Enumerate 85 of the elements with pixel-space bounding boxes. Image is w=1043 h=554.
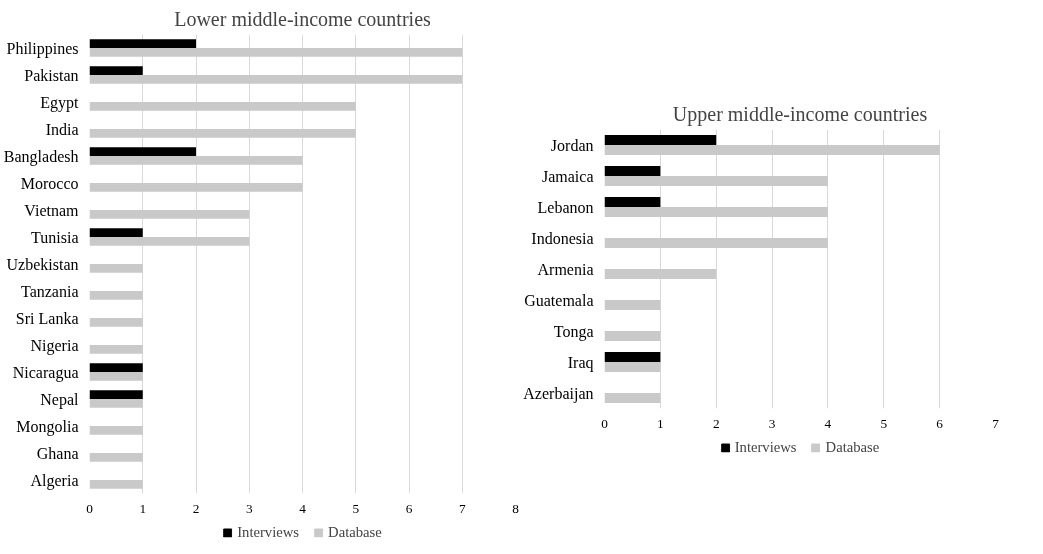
bar	[89, 480, 143, 489]
y-tick-label: Tonga	[553, 322, 594, 341]
y-tick-label: India	[45, 120, 79, 138]
bar	[604, 207, 828, 217]
y-tick-label: Sri Lanka	[15, 309, 79, 327]
x-tick-label: 3	[245, 500, 253, 516]
x-tick-label: 1	[139, 500, 147, 516]
bar	[89, 228, 143, 237]
y-tick-label: Tanzania	[20, 282, 79, 300]
bar	[89, 318, 143, 327]
y-tick-label: Indonesia	[531, 229, 594, 247]
y-tick-label: Azerbaijan	[523, 384, 594, 403]
y-tick-label: Bangladesh	[3, 147, 79, 166]
bar	[604, 300, 661, 310]
y-tick-label: Algeria	[30, 471, 79, 490]
x-tick-label: 1	[657, 415, 664, 431]
bar	[89, 48, 463, 57]
x-tick-label: 0	[86, 500, 94, 516]
x-tick-label: 5	[880, 415, 888, 431]
bar	[89, 102, 356, 111]
bar	[604, 269, 717, 279]
bar	[604, 197, 661, 207]
bar	[604, 166, 661, 176]
x-tick-label: 7	[458, 500, 466, 516]
bar	[89, 291, 143, 300]
bar	[89, 453, 143, 462]
y-tick-label: Nigeria	[30, 336, 79, 355]
x-tick-label: 6	[405, 500, 413, 516]
bar	[89, 156, 303, 165]
bar	[89, 129, 356, 138]
bar	[604, 393, 661, 403]
x-tick-label: 6	[936, 415, 944, 431]
y-tick-label: Nepal	[40, 390, 80, 409]
legend-label: Database	[825, 438, 880, 456]
bar	[604, 145, 940, 155]
y-tick-label: Egypt	[40, 93, 80, 112]
bar	[89, 210, 250, 219]
x-tick-label: 4	[299, 500, 307, 516]
y-tick-label: Pakistan	[24, 66, 79, 84]
bar	[89, 426, 143, 435]
legend-label: Interviews	[734, 438, 797, 456]
chart-title: Upper middle-income countries	[672, 102, 928, 126]
x-tick-label: 8	[512, 500, 520, 516]
y-tick-label: Philippines	[6, 39, 79, 58]
legend-label: Interviews	[237, 523, 300, 541]
bar	[89, 372, 143, 381]
bar	[89, 147, 196, 156]
bar	[89, 39, 196, 48]
x-tick-label: 5	[352, 500, 360, 516]
y-tick-label: Morocco	[20, 174, 79, 192]
bar	[89, 264, 143, 273]
y-tick-label: Lebanon	[537, 198, 594, 216]
y-tick-label: Jordan	[550, 136, 594, 154]
bar	[89, 66, 143, 75]
y-tick-label: Tunisia	[31, 228, 79, 246]
bar	[604, 352, 661, 362]
y-tick-label: Iraq	[567, 353, 594, 372]
bar	[604, 238, 828, 248]
x-tick-label: 7	[992, 415, 1000, 431]
bar	[89, 390, 143, 399]
y-tick-label: Armenia	[537, 260, 594, 278]
y-tick-label: Uzbekistan	[6, 255, 79, 273]
bar	[604, 135, 717, 145]
y-tick-label: Ghana	[36, 444, 79, 462]
x-tick-label: 3	[768, 415, 776, 431]
bar	[89, 237, 250, 246]
x-tick-label: 4	[824, 415, 832, 431]
x-tick-label: 0	[601, 415, 609, 431]
y-tick-label: Nicaragua	[12, 363, 79, 382]
y-tick-label: Mongolia	[16, 417, 79, 436]
y-tick-label: Guatemala	[524, 291, 594, 309]
legend-label: Database	[328, 523, 382, 541]
bar	[89, 183, 303, 192]
bar	[89, 345, 143, 354]
y-tick-label: Vietnam	[24, 201, 80, 219]
bar	[604, 331, 661, 341]
x-tick-label: 2	[712, 415, 720, 431]
bar	[604, 362, 661, 372]
bar	[89, 399, 143, 408]
chart-title: Lower middle-income countries	[174, 7, 432, 30]
x-tick-label: 2	[192, 500, 200, 516]
bar	[604, 176, 828, 186]
bar	[89, 75, 463, 84]
y-tick-label: Jamaica	[541, 167, 594, 185]
bar	[89, 363, 143, 372]
